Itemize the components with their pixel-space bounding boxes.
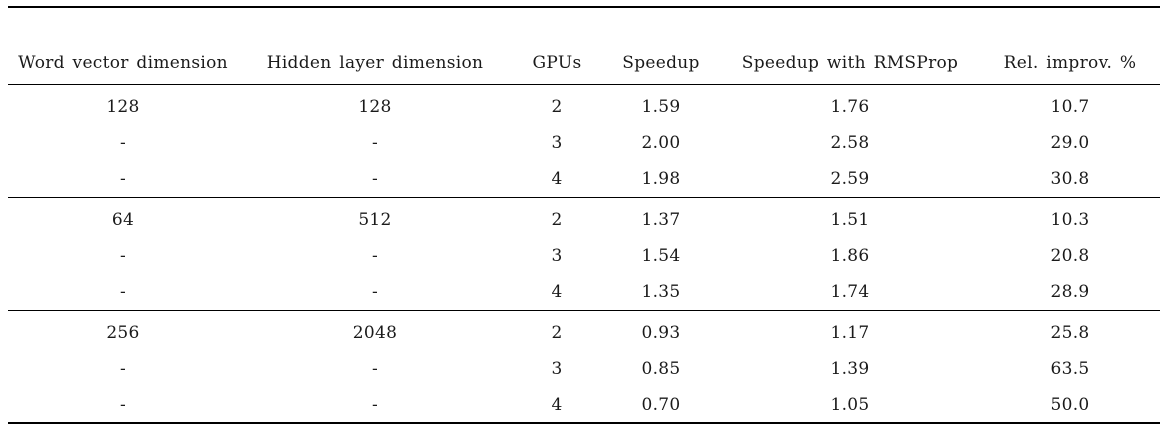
table-row: - - 3 0.85 1.39 63.5 (8, 351, 1160, 387)
table-cell: 20.8 (1050, 246, 1090, 266)
table-cell: - (371, 281, 379, 302)
col-header-hidden-layer-dimension: Hidden layer dimension (238, 7, 512, 85)
table-cell: 29.0 (1050, 133, 1090, 153)
table-cell: - (371, 394, 379, 415)
table-cell: 256 (106, 323, 140, 344)
table-cell: - (371, 359, 379, 379)
table-cell: 30.8 (1050, 168, 1090, 189)
table-cell: 1.86 (830, 246, 870, 266)
col-header-gpus: GPUs (512, 7, 602, 85)
table-cell: 0.70 (641, 394, 681, 415)
table-cell: 4 (551, 394, 563, 415)
table-cell: 4 (551, 281, 563, 302)
table-cell: 3 (551, 359, 563, 379)
table-cell: - (119, 359, 127, 379)
table-cell: 63.5 (1050, 359, 1090, 379)
table-cell: 2.00 (641, 133, 681, 153)
table-cell: - (119, 168, 127, 189)
table-row: - - 3 2.00 2.58 29.0 (8, 125, 1160, 161)
table-cell: - (371, 168, 379, 189)
table-cell: 2 (551, 97, 563, 118)
table-cell: 2.59 (830, 168, 870, 189)
table-cell: - (119, 246, 127, 266)
table-cell: 512 (358, 210, 392, 231)
table-cell: 0.85 (641, 359, 681, 379)
header-row: Word vector dimension Hidden layer dimen… (8, 7, 1160, 85)
table-cell: 25.8 (1050, 323, 1090, 344)
table-cell: 128 (106, 97, 140, 118)
table-cell: - (119, 394, 127, 415)
table-cell: 2.58 (830, 133, 870, 153)
table-cell: 1.51 (830, 210, 870, 231)
table-header: Word vector dimension Hidden layer dimen… (8, 7, 1160, 85)
table-cell: 64 (111, 210, 135, 231)
col-header-speedup: Speedup (602, 7, 720, 85)
table-cell: 4 (551, 168, 563, 189)
table-cell: 2 (551, 323, 563, 344)
table-cell: 1.35 (641, 281, 681, 302)
col-header-speedup-with-rmsprop: Speedup with RMSProp (720, 7, 980, 85)
table-row: 256 2048 2 0.93 1.17 25.8 (8, 310, 1160, 351)
table-cell: 50.0 (1050, 394, 1090, 415)
table-cell: 1.37 (641, 210, 681, 231)
table-cell: - (371, 246, 379, 266)
table-cell: 2 (551, 210, 563, 231)
table-cell: 1.54 (641, 246, 681, 266)
table-row: 64 512 2 1.37 1.51 10.3 (8, 197, 1160, 238)
table-cell: - (371, 133, 379, 153)
table-cell: 28.9 (1050, 281, 1090, 302)
table-cell: 1.74 (830, 281, 870, 302)
col-header-word-vector-dimension: Word vector dimension (8, 7, 238, 85)
table-cell: 1.59 (641, 97, 681, 118)
table-cell: - (119, 133, 127, 153)
table-cell: 3 (551, 246, 563, 266)
table-cell: 10.7 (1050, 97, 1090, 118)
table-row: - - 4 1.98 2.59 30.8 (8, 161, 1160, 197)
table-cell: 1.76 (830, 97, 870, 118)
table-group-1: 128 128 2 1.59 1.76 10.7 - - 3 2.00 2.58 29.0 - - 4 1.9… (8, 84, 1160, 197)
table-cell: 2048 (352, 323, 398, 344)
table-cell: 3 (551, 133, 563, 153)
table-cell: 1.39 (830, 359, 870, 379)
table-cell: 128 (358, 97, 392, 118)
table-row: - - 4 0.70 1.05 50.0 (8, 387, 1160, 423)
table-group-2: 64 512 2 1.37 1.51 10.3 - - 3 1.54 1.86 20.8 - - 4 1.35… (8, 197, 1160, 310)
table-cell: 0.93 (641, 323, 681, 344)
col-header-rel-improv: Rel. improv. % (980, 7, 1160, 85)
table-row: - - 3 1.54 1.86 20.8 (8, 238, 1160, 274)
table-row: - - 4 1.35 1.74 28.9 (8, 274, 1160, 310)
table-cell: 1.17 (830, 323, 870, 344)
table-row: 128 128 2 1.59 1.76 10.7 (8, 84, 1160, 125)
table-cell: 1.98 (641, 168, 681, 189)
table-cell: - (119, 281, 127, 302)
table-group-3: 256 2048 2 0.93 1.17 25.8 - - 3 0.85 1.39 63.5 - - 4 0.… (8, 310, 1160, 423)
table-cell: 1.05 (830, 394, 870, 415)
table-cell: 10.3 (1050, 210, 1090, 231)
results-table: Word vector dimension Hidden layer dimen… (8, 6, 1160, 424)
